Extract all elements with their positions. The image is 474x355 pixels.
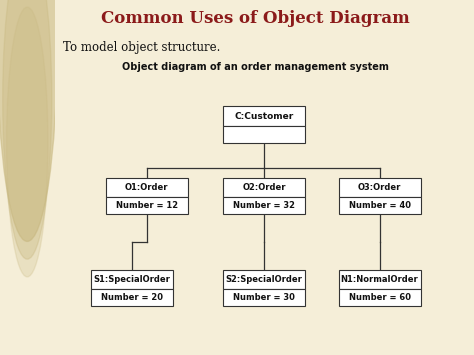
Text: O2:Order: O2:Order <box>243 183 286 192</box>
Bar <box>106 178 188 197</box>
Bar <box>223 106 305 126</box>
Bar <box>223 289 305 306</box>
Text: Number = 60: Number = 60 <box>348 293 410 302</box>
Text: O3:Order: O3:Order <box>358 183 401 192</box>
Bar <box>223 270 305 289</box>
Bar <box>223 178 305 197</box>
Text: Number = 12: Number = 12 <box>116 201 178 210</box>
Bar <box>223 197 305 214</box>
Text: Number = 30: Number = 30 <box>233 293 295 302</box>
Bar <box>223 126 305 143</box>
Text: O1:Order: O1:Order <box>125 183 169 192</box>
Circle shape <box>7 7 48 277</box>
Text: S2:SpecialOrder: S2:SpecialOrder <box>226 275 303 284</box>
Bar <box>91 289 173 306</box>
Bar <box>339 289 420 306</box>
Text: N1:NormalOrder: N1:NormalOrder <box>341 275 419 284</box>
Text: S1:SpecialOrder: S1:SpecialOrder <box>94 275 171 284</box>
Text: Common Uses of Object Diagram: Common Uses of Object Diagram <box>101 10 410 27</box>
Bar <box>339 270 420 289</box>
Text: To model object structure.: To model object structure. <box>63 41 220 54</box>
Bar <box>339 178 420 197</box>
Bar <box>339 197 420 214</box>
Text: Number = 32: Number = 32 <box>233 201 295 210</box>
Circle shape <box>0 0 57 241</box>
Bar <box>91 270 173 289</box>
Bar <box>106 197 188 214</box>
Text: C:Customer: C:Customer <box>235 112 294 121</box>
Text: Object diagram of an order management system: Object diagram of an order management sy… <box>122 62 389 72</box>
Text: Number = 20: Number = 20 <box>101 293 163 302</box>
Circle shape <box>3 0 52 259</box>
Text: Number = 40: Number = 40 <box>348 201 410 210</box>
